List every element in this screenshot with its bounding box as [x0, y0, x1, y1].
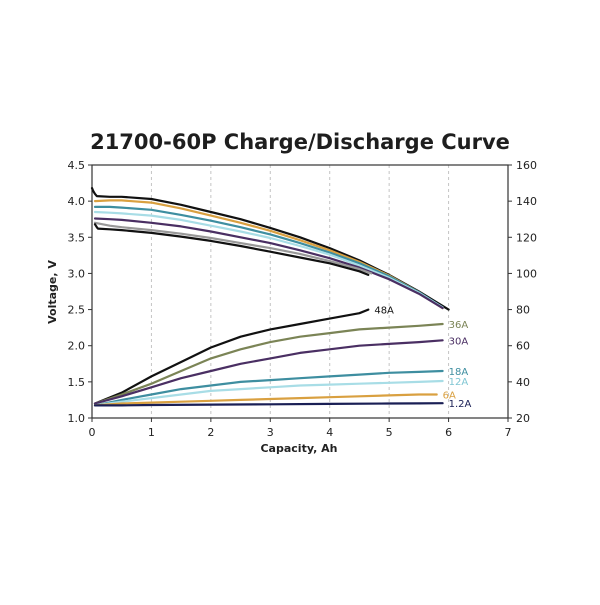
series-label: 12A — [449, 377, 469, 388]
plot-frame — [91, 164, 509, 419]
y-tick-label: 3.5 — [68, 231, 86, 244]
series-label: 6A — [443, 391, 456, 402]
series-line — [93, 217, 444, 310]
series-line — [93, 402, 444, 407]
chart-title: 21700-60P Charge/Discharge Curve — [90, 130, 510, 154]
series-label: 1.2A — [449, 399, 472, 410]
series-label: 30A — [449, 336, 469, 347]
series-line — [93, 393, 438, 407]
y-tick-label: 1.0 — [68, 412, 86, 425]
x-axis-title: Capacity, Ah — [260, 442, 337, 455]
series-line — [93, 369, 444, 407]
y2-tick-label: 160 — [516, 159, 537, 172]
x-tick-label: 2 — [207, 426, 214, 439]
grid-layer — [150, 165, 450, 418]
series-line — [93, 199, 444, 310]
axis-layer: 0 1 2 3 4 5 6 7 1.0 1.5 2.0 2.5 3.0 3.5 4.0 4.5 20 40 60 80… — [68, 159, 538, 439]
series-label: 36A — [449, 320, 469, 331]
series-line — [93, 322, 444, 405]
x-tick-label: 0 — [89, 426, 96, 439]
y2-tick-label: 100 — [516, 267, 537, 280]
y-tick-label: 3.0 — [68, 267, 86, 280]
y2-tick-label: 20 — [516, 412, 530, 425]
y2-tick-label: 60 — [516, 340, 530, 353]
series-line — [93, 223, 370, 276]
y2-tick-label: 120 — [516, 231, 537, 244]
y-tick-label: 2.5 — [68, 304, 86, 317]
x-tick-label: 5 — [386, 426, 393, 439]
x-tick-label: 7 — [505, 426, 512, 439]
y-tick-label: 2.0 — [68, 340, 86, 353]
y2-tick-label: 40 — [516, 376, 530, 389]
x-tick-label: 6 — [445, 426, 452, 439]
series-line — [93, 205, 444, 309]
y-axis-title: Voltage, V — [46, 260, 59, 324]
series-line — [93, 308, 370, 405]
series-layer — [90, 187, 450, 407]
y-tick-label: 4.0 — [68, 195, 86, 208]
series-label: 48A — [374, 306, 394, 317]
y-tick-label: 1.5 — [68, 376, 86, 389]
x-tick-label: 4 — [326, 426, 333, 439]
series-label: 18A — [449, 367, 469, 378]
series-line — [93, 339, 444, 405]
y2-tick-label: 140 — [516, 195, 537, 208]
series-line — [93, 221, 373, 275]
series-line — [93, 379, 444, 407]
x-tick-label: 1 — [148, 426, 155, 439]
y2-tick-label: 80 — [516, 304, 530, 317]
y-tick-label: 4.5 — [68, 159, 86, 172]
x-tick-label: 3 — [267, 426, 274, 439]
series-line — [93, 210, 444, 309]
